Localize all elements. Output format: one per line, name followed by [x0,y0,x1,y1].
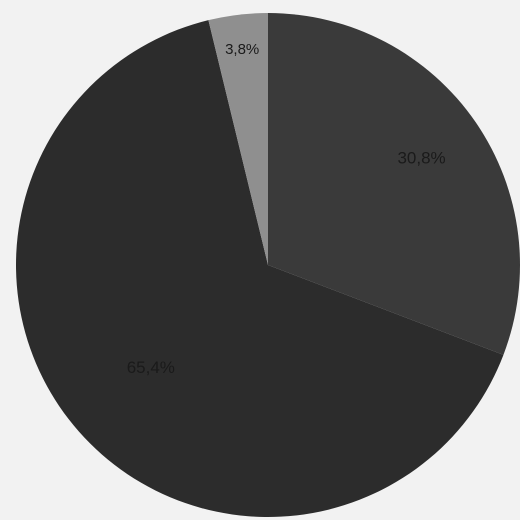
pie-slice [16,20,504,517]
pie-slices [16,13,520,517]
pie-slice [208,13,268,265]
pie-slice [268,13,520,355]
slice-data-label: 65,4% [127,358,175,377]
pie-labels: 30,8% 65,4% 3,8% [127,41,446,377]
slice-data-label: 30,8% [397,149,445,168]
slice-data-label: 3,8% [225,41,259,58]
